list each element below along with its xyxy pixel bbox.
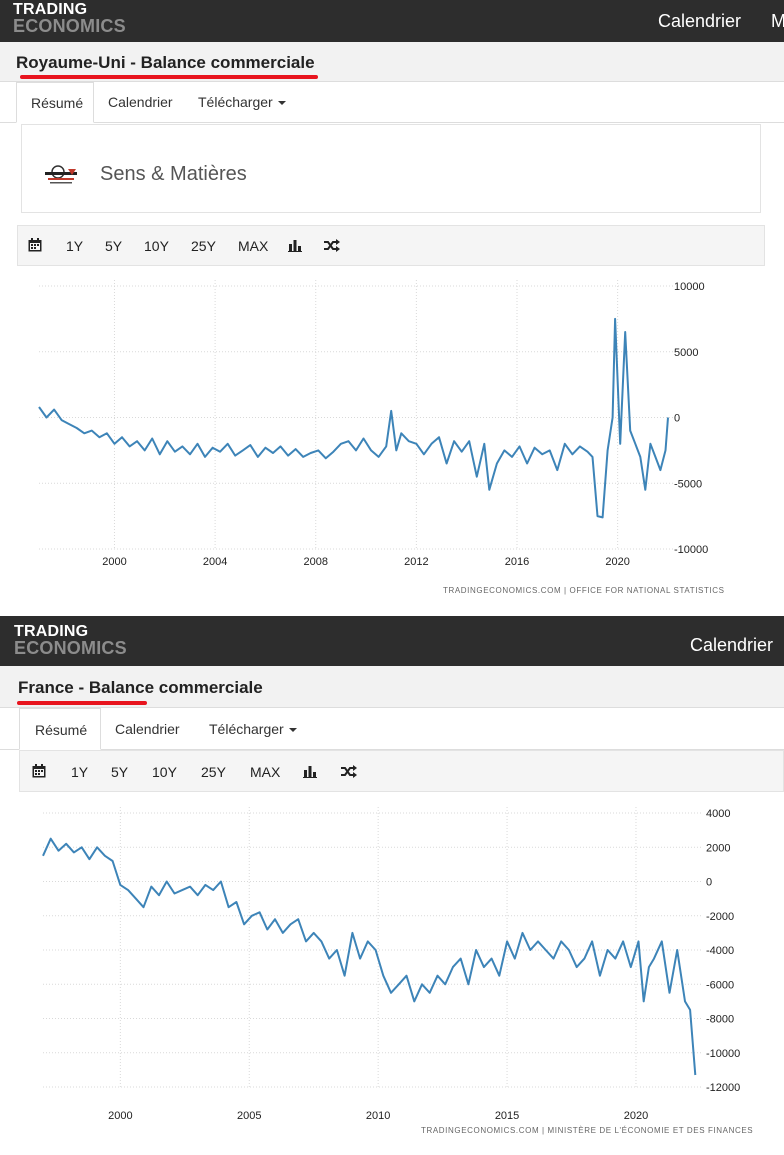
- x-tick-label: 2000: [102, 556, 126, 568]
- x-tick-label: 2010: [366, 1110, 390, 1122]
- y-tick-label: 5000: [674, 347, 698, 359]
- chart-toolbar: 1Y 5Y 10Y 25Y MAX: [17, 225, 765, 266]
- x-tick-label: 2020: [624, 1110, 648, 1122]
- chart-toolbar: 1Y 5Y 10Y 25Y MAX: [19, 750, 784, 792]
- y-tick-label: -2000: [706, 911, 734, 923]
- tradingeconomics-logo[interactable]: TRADING ECONOMICS: [13, 1, 126, 36]
- y-tick-label: 4000: [706, 808, 730, 820]
- tab-bar: Résumé Calendrier Télécharger: [0, 708, 784, 750]
- sponsor-banner[interactable]: Sens & Matières: [21, 124, 761, 213]
- sponsor-logo: [44, 163, 78, 192]
- range-max-button[interactable]: MAX: [250, 764, 281, 780]
- y-tick-label: -12000: [706, 1082, 740, 1094]
- tab-calendrier[interactable]: Calendrier: [115, 721, 180, 737]
- y-tick-label: 0: [674, 413, 680, 425]
- nav-more[interactable]: M: [771, 11, 784, 31]
- nav-calendrier[interactable]: Calendrier: [690, 635, 774, 655]
- x-tick-label: 2016: [505, 556, 529, 568]
- tab-bar: Résumé Calendrier Télécharger: [0, 82, 784, 123]
- chart-uk: 10000 5000 0 -5000 -10000 2000 2004 2008 2012 201…: [17, 268, 765, 606]
- title-bar: France - Balance commerciale: [0, 666, 784, 708]
- bar-chart-icon[interactable]: [303, 765, 317, 778]
- nav-calendrier[interactable]: Calendrier: [658, 11, 742, 31]
- tradingeconomics-logo[interactable]: TRADING ECONOMICS: [14, 623, 127, 658]
- top-navbar: TRADING ECONOMICS Calendrier: [0, 616, 784, 666]
- sponsor-logo-mark: [45, 165, 77, 184]
- uk-trade-balance-chart: 10000 5000 0 -5000 -10000 2000 2004 2008 2012 201…: [38, 280, 708, 568]
- series-line[interactable]: [42, 837, 697, 1076]
- tab-resume[interactable]: Résumé: [16, 82, 94, 123]
- range-max-button[interactable]: MAX: [238, 238, 269, 254]
- bar-chart-icon[interactable]: [288, 239, 302, 252]
- france-trade-balance-chart: 4000 2000 0 -2000 -4000 -6000 -8000 -10000 -1200…: [42, 807, 740, 1122]
- calendar-icon[interactable]: [32, 764, 46, 778]
- range-1y-button[interactable]: 1Y: [71, 764, 89, 780]
- range-10y-button[interactable]: 10Y: [144, 238, 169, 254]
- x-tick-label: 2005: [237, 1110, 261, 1122]
- chevron-down-icon: [277, 101, 286, 106]
- chevron-down-icon: [288, 728, 297, 733]
- x-tick-label: 2004: [203, 556, 227, 568]
- y-tick-label: 10000: [674, 281, 705, 293]
- x-tick-label: 2000: [108, 1110, 132, 1122]
- range-5y-button[interactable]: 5Y: [111, 764, 129, 780]
- x-tick-label: 2020: [605, 556, 629, 568]
- shuffle-icon[interactable]: [324, 239, 340, 252]
- title-underline: [20, 75, 318, 79]
- range-5y-button[interactable]: 5Y: [105, 238, 123, 254]
- sponsor-name: Sens & Matières: [100, 163, 247, 185]
- x-tick-label: 2008: [304, 556, 328, 568]
- y-tick-label: -10000: [706, 1048, 740, 1060]
- tab-calendrier[interactable]: Calendrier: [108, 94, 173, 110]
- range-10y-button[interactable]: 10Y: [152, 764, 177, 780]
- tab-telecharger[interactable]: Télécharger: [198, 94, 286, 110]
- panel-france: TRADING ECONOMICS Calendrier France - Ba…: [0, 616, 784, 1154]
- y-tick-label: 0: [706, 877, 712, 889]
- y-tick-label: 2000: [706, 842, 730, 854]
- range-25y-button[interactable]: 25Y: [201, 764, 226, 780]
- calendar-icon[interactable]: [28, 238, 42, 252]
- range-25y-button[interactable]: 25Y: [191, 238, 216, 254]
- x-tick-label: 2012: [404, 556, 428, 568]
- tab-telecharger[interactable]: Télécharger: [209, 721, 297, 737]
- y-tick-label: -10000: [674, 544, 708, 556]
- title-bar: Royaume-Uni - Balance commerciale: [0, 42, 784, 82]
- y-tick-label: -4000: [706, 945, 734, 957]
- y-tick-label: -5000: [674, 478, 702, 490]
- x-tick-label: 2015: [495, 1110, 519, 1122]
- page-title: France - Balance commerciale: [18, 678, 263, 697]
- chart-source: TRADINGECONOMICS.COM | MINISTÈRE DE L'ÉC…: [421, 1126, 754, 1135]
- series-line[interactable]: [38, 317, 669, 519]
- top-navbar: TRADING ECONOMICS Calendrier M: [0, 0, 784, 42]
- title-underline: [17, 701, 147, 705]
- tab-resume[interactable]: Résumé: [19, 708, 101, 750]
- shuffle-icon[interactable]: [341, 765, 357, 778]
- chart-france: 4000 2000 0 -2000 -4000 -6000 -8000 -10000 -1200…: [19, 793, 784, 1150]
- range-1y-button[interactable]: 1Y: [66, 238, 84, 254]
- y-tick-label: -6000: [706, 979, 734, 991]
- y-tick-label: -8000: [706, 1014, 734, 1026]
- page-title: Royaume-Uni - Balance commerciale: [16, 53, 315, 72]
- chart-source: TRADINGECONOMICS.COM | OFFICE FOR NATION…: [443, 586, 725, 595]
- panel-uk: TRADING ECONOMICS Calendrier M Royaume-U…: [0, 0, 784, 606]
